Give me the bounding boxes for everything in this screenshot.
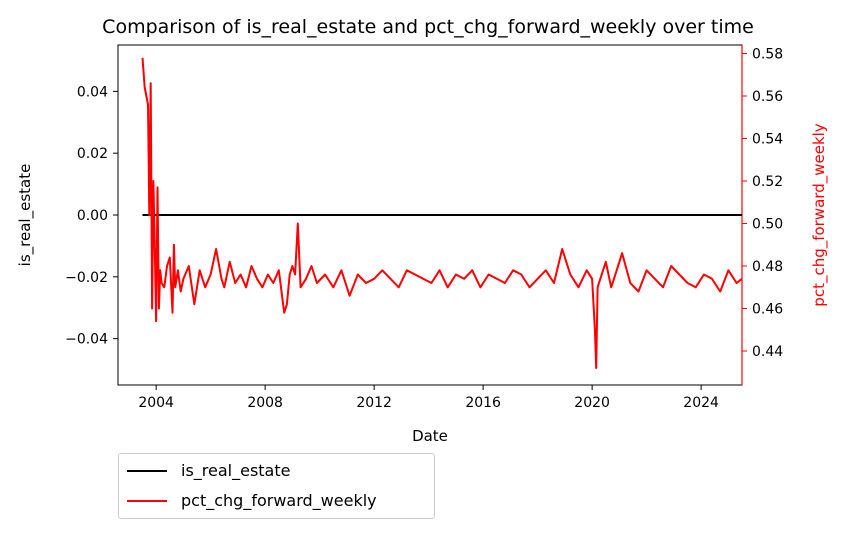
x-tick-label: 2008	[247, 395, 283, 411]
series-line-pct-chg-forward-weekly	[141, 57, 743, 369]
left-y-tick-label: 0.02	[77, 146, 108, 162]
right-y-tick-label: 0.44	[752, 344, 783, 360]
left-y-tick-label: 0.00	[77, 208, 108, 224]
right-y-tick-label: 0.48	[752, 259, 783, 275]
x-tick-label: 2016	[465, 395, 501, 411]
chart-title: Comparison of is_real_estate and pct_chg…	[102, 16, 754, 38]
legend-swatch-pct-chg-forward-weekly	[127, 500, 167, 502]
x-tick-label: 2004	[138, 395, 174, 411]
right-y-tick-label: 0.46	[752, 302, 783, 318]
x-axis-label: Date	[412, 427, 448, 445]
right-y-tick-label: 0.50	[752, 217, 783, 233]
series-layer	[141, 57, 743, 369]
right-y-tick-label: 0.56	[752, 89, 783, 105]
legend-item-pct-chg-forward-weekly: pct_chg_forward_weekly	[119, 490, 434, 512]
left-y-tick-label: 0.04	[77, 84, 108, 100]
right-y-axis: 0.58 0.56 0.54 0.52 0.50 0.48 0.46 0.44	[741, 45, 783, 385]
legend-item-is-real-estate: is_real_estate	[119, 460, 434, 482]
x-tick-label: 2020	[574, 395, 610, 411]
legend: is_real_estate pct_chg_forward_weekly	[118, 453, 435, 519]
right-y-axis-label: pct_chg_forward_weekly	[810, 123, 829, 307]
x-tick-label: 2024	[683, 395, 719, 411]
x-tick-label: 2012	[356, 395, 392, 411]
left-y-axis-label: is_real_estate	[16, 164, 35, 267]
right-y-tick-label: 0.52	[752, 174, 783, 190]
left-y-tick-label: −0.02	[65, 270, 108, 286]
legend-swatch-is-real-estate	[127, 470, 167, 472]
right-y-tick-label: 0.54	[752, 132, 783, 148]
legend-label-pct-chg-forward-weekly: pct_chg_forward_weekly	[181, 491, 377, 510]
legend-label-is-real-estate: is_real_estate	[181, 461, 291, 480]
x-axis: 2004 2008 2012 2016 2020 2024	[138, 385, 719, 411]
left-y-axis: 0.04 0.02 0.00 −0.02 −0.04	[65, 84, 118, 348]
left-y-tick-label: −0.04	[65, 332, 108, 348]
right-y-tick-label: 0.58	[752, 47, 783, 63]
